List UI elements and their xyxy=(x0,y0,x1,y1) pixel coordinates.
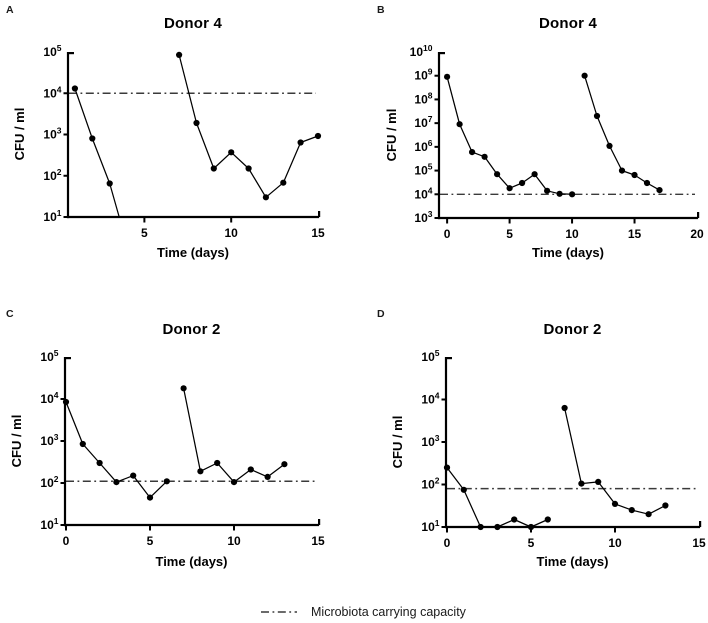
plot-area-a: 101 102 103 104 105 5 10 15 xyxy=(43,43,325,240)
plot-area-c: 101 102 103 104 105 0 5 10 15 xyxy=(40,348,325,548)
svg-text:103: 103 xyxy=(421,433,439,449)
x-axis-label-b: Time (days) xyxy=(531,245,604,260)
svg-text:0: 0 xyxy=(444,536,451,550)
carrying-capacity-legend: Microbiota carrying capacity xyxy=(260,605,466,619)
chart-title-c: Donor 2 xyxy=(162,321,221,338)
svg-text:102: 102 xyxy=(43,167,61,183)
plot-area-b: 103 104 105 106 107 108 109 1010 0 5 10 15 20 xyxy=(410,43,704,241)
panel-a: A Donor 4 CFU / ml 101 102 103 104 105 5 10 15 … xyxy=(0,0,354,290)
panel-b: B Donor 4 CFU / ml 103 104 105 106 107 108 109… xyxy=(354,0,708,290)
svg-text:5: 5 xyxy=(528,536,535,550)
svg-text:20: 20 xyxy=(690,227,704,241)
svg-text:104: 104 xyxy=(40,390,58,406)
x-axis-label-c: Time (days) xyxy=(155,554,228,569)
svg-text:106: 106 xyxy=(414,138,432,154)
svg-text:101: 101 xyxy=(43,208,61,224)
svg-text:105: 105 xyxy=(43,43,61,59)
legend-label: Microbiota carrying capacity xyxy=(311,605,466,619)
svg-text:102: 102 xyxy=(421,476,439,492)
panel-letter-c: C xyxy=(6,308,14,320)
svg-text:15: 15 xyxy=(311,226,325,240)
svg-text:10: 10 xyxy=(565,227,579,241)
svg-text:15: 15 xyxy=(692,536,706,550)
panel-letter-b: B xyxy=(377,4,385,16)
svg-text:102: 102 xyxy=(40,474,58,490)
svg-text:104: 104 xyxy=(414,185,432,201)
svg-text:103: 103 xyxy=(40,432,58,448)
panel-c: C Donor 2 CFU / ml 101 102 103 104 105 0 5 10 15… xyxy=(0,295,354,585)
panel-letter-a: A xyxy=(6,4,14,16)
svg-text:0: 0 xyxy=(63,534,70,548)
svg-text:5: 5 xyxy=(506,227,513,241)
svg-text:15: 15 xyxy=(628,227,642,241)
chart-title-d: Donor 2 xyxy=(543,321,602,338)
plot-area-d: 101 102 103 104 105 0 5 10 15 xyxy=(421,348,706,550)
svg-text:103: 103 xyxy=(43,126,61,142)
dash-dot-line-icon xyxy=(261,611,297,613)
x-axis-label-a: Time (days) xyxy=(156,245,229,260)
svg-text:104: 104 xyxy=(421,391,439,407)
svg-text:10: 10 xyxy=(608,536,622,550)
svg-text:5: 5 xyxy=(147,534,154,548)
chart-title-a: Donor 4 xyxy=(163,15,223,32)
svg-text:5: 5 xyxy=(141,226,148,240)
svg-text:105: 105 xyxy=(414,162,432,178)
chart-title-b: Donor 4 xyxy=(538,15,598,32)
svg-text:1010: 1010 xyxy=(410,43,433,59)
svg-text:107: 107 xyxy=(414,114,432,130)
panel-d: D Donor 2 CFU / ml 101 102 103 104 105 0 5 10 15… xyxy=(354,295,708,585)
svg-text:10: 10 xyxy=(225,226,239,240)
svg-text:103: 103 xyxy=(414,209,432,225)
svg-text:10: 10 xyxy=(227,534,241,548)
svg-text:105: 105 xyxy=(40,348,58,364)
svg-text:15: 15 xyxy=(311,534,325,548)
svg-text:105: 105 xyxy=(421,348,439,364)
svg-text:109: 109 xyxy=(414,67,432,83)
panel-letter-d: D xyxy=(377,308,385,320)
svg-text:101: 101 xyxy=(40,516,58,532)
svg-text:101: 101 xyxy=(421,518,439,534)
svg-text:0: 0 xyxy=(444,227,451,241)
x-axis-label-d: Time (days) xyxy=(536,554,609,569)
svg-text:104: 104 xyxy=(43,84,61,100)
svg-text:108: 108 xyxy=(414,90,432,106)
